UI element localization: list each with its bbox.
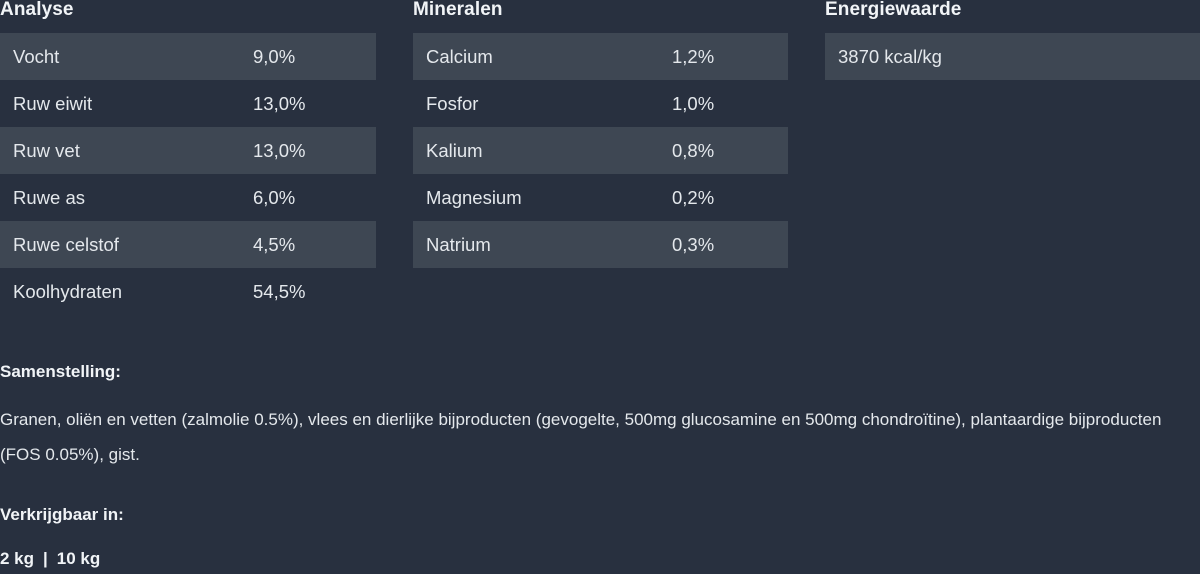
row-label: Ruw vet — [13, 140, 80, 161]
row-label: Koolhydraten — [13, 281, 123, 302]
table-row: Magnesium 0,2% — [413, 174, 788, 221]
size-option-large: 10 kg — [56, 549, 101, 568]
row-label: Vocht — [13, 46, 60, 67]
row-value: 4,5% — [253, 234, 296, 255]
composition-heading: Samenstelling: — [0, 362, 121, 381]
table-row: Vocht 9,0% — [0, 33, 376, 80]
spec-column-mineralen: Mineralen Calcium 1,2% Fosfor 1,0% Kaliu… — [413, 0, 788, 268]
size-separator: | — [43, 549, 48, 568]
table-row: Calcium 1,2% — [413, 33, 788, 80]
energy-value: 3870 kcal/kg — [825, 33, 1200, 80]
row-label: Calcium — [426, 46, 493, 67]
table-row: Kalium 0,8% — [413, 127, 788, 174]
row-value: 54,5% — [253, 281, 306, 302]
table-row: Ruw vet 13,0% — [0, 127, 376, 174]
column-title-mineralen: Mineralen — [413, 0, 503, 20]
row-label: Kalium — [426, 140, 483, 161]
table-row: Koolhydraten 54,5% — [0, 268, 376, 315]
row-label: Ruwe celstof — [13, 234, 119, 255]
composition-text: Granen, oliën en vetten (zalmolie 0.5%),… — [0, 410, 1162, 464]
spec-column-energiewaarde: Energiewaarde 3870 kcal/kg — [825, 0, 1200, 80]
size-option-small: 2 kg — [0, 549, 35, 568]
row-label: Fosfor — [426, 93, 479, 114]
row-value: 1,2% — [672, 46, 715, 67]
table-row: Natrium 0,3% — [413, 221, 788, 268]
spec-column-analyse: Analyse Vocht 9,0% Ruw eiwit 13,0% Ruw v… — [0, 0, 376, 315]
row-value: 1,0% — [672, 93, 715, 114]
table-row: Ruwe celstof 4,5% — [0, 221, 376, 268]
row-value: 0,8% — [672, 140, 715, 161]
table-row: Fosfor 1,0% — [413, 80, 788, 127]
analyse-table: Vocht 9,0% Ruw eiwit 13,0% Ruw vet 13,0%… — [0, 33, 376, 315]
column-title-analyse: Analyse — [0, 0, 74, 20]
row-value: 0,3% — [672, 234, 715, 255]
row-label: Magnesium — [426, 187, 522, 208]
mineralen-table: Calcium 1,2% Fosfor 1,0% Kalium 0,8% Mag… — [413, 33, 788, 268]
row-value: 6,0% — [253, 187, 296, 208]
spec-columns-region: Analyse Vocht 9,0% Ruw eiwit 13,0% Ruw v… — [0, 0, 1200, 315]
table-row: Ruw eiwit 13,0% — [0, 80, 376, 127]
row-value: 13,0% — [253, 93, 306, 114]
row-label: Natrium — [426, 234, 491, 255]
row-value: 13,0% — [253, 140, 306, 161]
availability-heading: Verkrijgbaar in: — [0, 505, 124, 524]
column-title-energiewaarde: Energiewaarde — [825, 0, 962, 20]
row-value: 9,0% — [253, 46, 296, 67]
table-row: Ruwe as 6,0% — [0, 174, 376, 221]
row-label: Ruwe as — [13, 187, 85, 208]
row-value: 0,2% — [672, 187, 715, 208]
row-label: Ruw eiwit — [13, 93, 93, 114]
availability-sizes: 2 kg | 10 kg — [0, 548, 100, 570]
